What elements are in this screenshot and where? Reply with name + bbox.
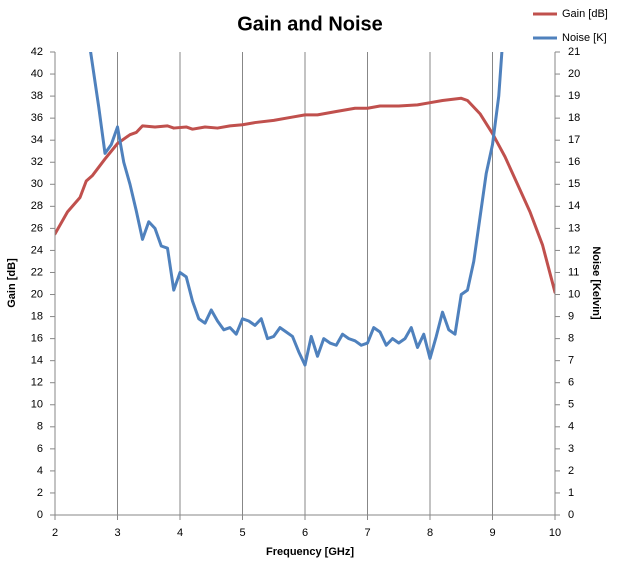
series-line — [89, 52, 504, 367]
y-tick-label: 0 — [37, 509, 43, 521]
y-tick-label: 10 — [31, 399, 43, 411]
chart-title: Gain and Noise — [237, 13, 383, 35]
x-tick-label: 7 — [364, 527, 370, 539]
y2-tick-label: 15 — [568, 178, 580, 190]
y-tick-label: 40 — [31, 68, 43, 80]
legend-label: Gain [dB] — [562, 8, 608, 20]
y2-tick-label: 0 — [568, 509, 574, 521]
series-line — [55, 96, 555, 294]
y2-tick-label: 21 — [568, 46, 580, 58]
y2-tick-label: 7 — [568, 355, 574, 367]
y2-tick-label: 1 — [568, 487, 574, 499]
y-tick-label: 24 — [31, 244, 43, 256]
x-tick-label: 8 — [427, 527, 433, 539]
y2-tick-label: 12 — [568, 244, 580, 256]
y-tick-label: 16 — [31, 333, 43, 345]
x-tick-label: 3 — [114, 527, 120, 539]
x-tick-label: 9 — [489, 527, 495, 539]
y-tick-label: 6 — [37, 443, 43, 455]
y2-tick-label: 9 — [568, 310, 574, 322]
y2-tick-label: 19 — [568, 90, 580, 102]
y-tick-label: 2 — [37, 487, 43, 499]
y2-tick-label: 6 — [568, 377, 574, 389]
y-tick-label: 38 — [31, 90, 43, 102]
y-tick-label: 42 — [31, 46, 43, 58]
y2-tick-label: 18 — [568, 112, 580, 124]
y2-axis-title: Noise [Kelvin] — [590, 246, 602, 320]
y-tick-label: 12 — [31, 377, 43, 389]
x-tick-label: 5 — [239, 527, 245, 539]
x-axis-title: Frequency [GHz] — [266, 546, 354, 558]
y2-tick-label: 14 — [568, 200, 580, 212]
y-tick-label: 32 — [31, 156, 43, 168]
y-tick-label: 30 — [31, 178, 43, 190]
x-tick-label: 6 — [302, 527, 308, 539]
y-tick-label: 34 — [31, 134, 43, 146]
y2-tick-label: 3 — [568, 443, 574, 455]
y-tick-label: 14 — [31, 355, 43, 367]
y-tick-label: 22 — [31, 266, 43, 278]
y2-tick-label: 13 — [568, 222, 580, 234]
y2-tick-label: 2 — [568, 465, 574, 477]
y-axis-title: Gain [dB] — [6, 258, 18, 308]
y-tick-label: 4 — [37, 465, 43, 477]
y-tick-label: 28 — [31, 200, 43, 212]
y2-tick-label: 20 — [568, 68, 580, 80]
legend-label: Noise [K] — [562, 32, 607, 44]
y-tick-label: 26 — [31, 222, 43, 234]
y-tick-label: 8 — [37, 421, 43, 433]
series-layer — [55, 52, 555, 367]
y2-tick-label: 4 — [568, 421, 574, 433]
x-tick-label: 2 — [52, 527, 58, 539]
y-tick-label: 36 — [31, 112, 43, 124]
grid — [54, 52, 556, 515]
y-tick-label: 20 — [31, 288, 43, 300]
y2-tick-label: 17 — [568, 134, 580, 146]
y2-tick-label: 11 — [568, 266, 579, 278]
x-tick-label: 4 — [177, 527, 183, 539]
y2-tick-label: 5 — [568, 399, 574, 411]
y-tick-label: 18 — [31, 310, 43, 322]
y2-tick-label: 8 — [568, 333, 574, 345]
y2-tick-label: 10 — [568, 288, 580, 300]
x-tick-label: 10 — [549, 527, 561, 539]
y2-tick-label: 16 — [568, 156, 580, 168]
